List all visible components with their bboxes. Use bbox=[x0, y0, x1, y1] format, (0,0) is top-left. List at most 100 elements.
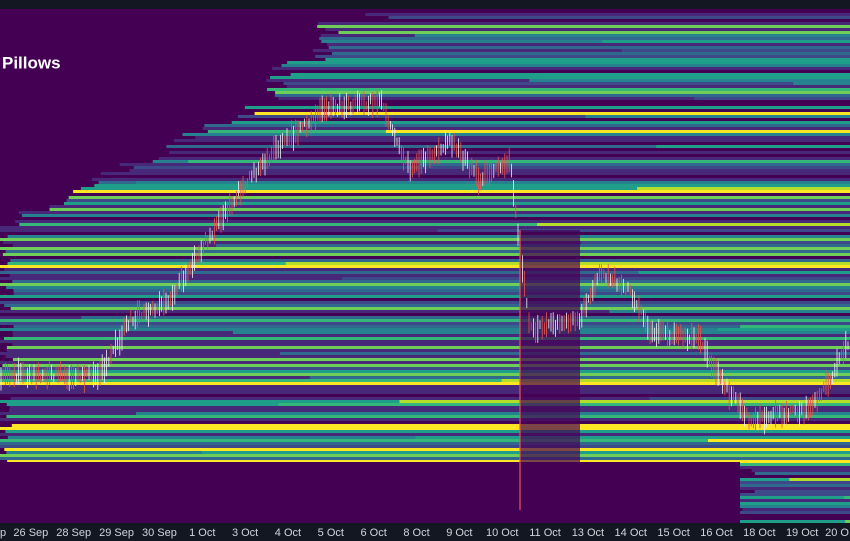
heat-band bbox=[419, 163, 850, 166]
heatmap bbox=[0, 13, 850, 523]
heat-band bbox=[751, 469, 850, 472]
heat-band bbox=[68, 196, 850, 199]
x-tick-label: 1 Oct bbox=[189, 527, 215, 539]
x-tick-label: 16 Oct bbox=[700, 527, 732, 539]
heat-band bbox=[286, 85, 850, 88]
heat-band bbox=[73, 190, 850, 193]
heat-band bbox=[287, 61, 850, 64]
heat-band bbox=[283, 82, 850, 85]
heat-band bbox=[742, 508, 850, 511]
heat-band bbox=[737, 466, 850, 469]
heat-band bbox=[338, 31, 850, 34]
heat-band bbox=[754, 472, 850, 475]
heat-band bbox=[290, 73, 850, 76]
x-tick-label: 28 Sep bbox=[56, 527, 91, 539]
heat-band bbox=[726, 484, 850, 487]
heat-band bbox=[0, 427, 850, 430]
heat-band bbox=[3, 337, 850, 340]
heat-band bbox=[0, 247, 850, 250]
heat-band bbox=[135, 412, 850, 415]
heat-band bbox=[135, 181, 850, 184]
heat-band bbox=[0, 445, 850, 448]
heat-band bbox=[13, 325, 850, 328]
heat-band bbox=[725, 496, 850, 499]
heat-band bbox=[649, 397, 850, 400]
heat-band bbox=[278, 97, 850, 100]
heat-band bbox=[317, 22, 850, 25]
heat-band bbox=[399, 400, 850, 403]
heat-band bbox=[793, 82, 850, 85]
heat-band bbox=[734, 463, 850, 466]
heat-band bbox=[0, 229, 850, 232]
chart-title: Pillows bbox=[2, 53, 61, 72]
heat-band bbox=[385, 130, 850, 133]
heat-band bbox=[244, 106, 850, 109]
heat-band bbox=[19, 223, 850, 226]
x-tick-label: 15 Oct bbox=[657, 527, 689, 539]
heat-band bbox=[0, 322, 850, 325]
heat-band bbox=[5, 355, 850, 358]
heat-band bbox=[0, 433, 850, 436]
heat-band bbox=[9, 409, 850, 412]
heat-band bbox=[331, 52, 850, 55]
heat-band bbox=[609, 310, 850, 313]
heat-band bbox=[0, 442, 850, 445]
heat-band bbox=[0, 367, 850, 370]
heat-band bbox=[13, 292, 850, 295]
heat-band bbox=[740, 325, 850, 328]
heat-band bbox=[731, 499, 850, 502]
x-tick-label: 20 O bbox=[825, 527, 849, 539]
heat-band bbox=[637, 187, 850, 190]
heat-band bbox=[717, 328, 850, 331]
heat-band bbox=[0, 283, 850, 286]
x-axis: p 26 Sep 28 Sep 29 Sep 30 Sep 1 Oct 3 Oct 4 Oct… bbox=[0, 527, 849, 539]
heat-band bbox=[3, 241, 850, 244]
heat-band bbox=[10, 259, 850, 262]
heat-band bbox=[12, 343, 850, 346]
heat-band bbox=[188, 160, 850, 163]
heat-band bbox=[754, 490, 850, 493]
heat-band bbox=[12, 358, 850, 361]
heat-band bbox=[0, 310, 850, 313]
heat-band bbox=[726, 511, 850, 514]
heat-band bbox=[0, 361, 850, 364]
heat-band bbox=[0, 439, 850, 442]
heat-band bbox=[49, 205, 850, 208]
heat-band bbox=[9, 406, 850, 409]
heat-band bbox=[15, 220, 850, 223]
x-tick-label: 8 Oct bbox=[403, 527, 429, 539]
heat-band bbox=[501, 379, 850, 382]
heat-band bbox=[0, 265, 850, 268]
heat-band bbox=[63, 202, 850, 205]
heat-band bbox=[81, 316, 850, 319]
heat-band bbox=[0, 370, 850, 373]
heat-band bbox=[0, 418, 850, 421]
heat-band bbox=[49, 208, 850, 211]
x-tick-label: 5 Oct bbox=[318, 527, 344, 539]
heat-band bbox=[166, 145, 850, 148]
heat-band bbox=[12, 334, 850, 337]
heat-band bbox=[6, 349, 850, 352]
heat-band bbox=[267, 88, 850, 91]
heat-band bbox=[708, 439, 850, 442]
x-tick-label: 4 Oct bbox=[275, 527, 301, 539]
heat-band bbox=[195, 136, 850, 139]
heat-band bbox=[321, 40, 850, 43]
heat-band bbox=[437, 229, 850, 232]
heat-band bbox=[317, 25, 850, 28]
heat-band bbox=[325, 58, 850, 61]
heat-band bbox=[4, 448, 850, 451]
heat-band bbox=[738, 505, 850, 508]
heat-band bbox=[80, 187, 850, 190]
heat-band bbox=[726, 481, 850, 484]
heat-band bbox=[2, 253, 850, 256]
heat-band bbox=[6, 346, 850, 349]
heat-band bbox=[174, 139, 850, 142]
heat-band bbox=[388, 16, 850, 19]
heat-band bbox=[0, 319, 850, 322]
heat-band bbox=[91, 178, 850, 181]
heat-band bbox=[328, 46, 850, 49]
heat-band bbox=[0, 457, 850, 460]
heat-band bbox=[537, 223, 850, 226]
